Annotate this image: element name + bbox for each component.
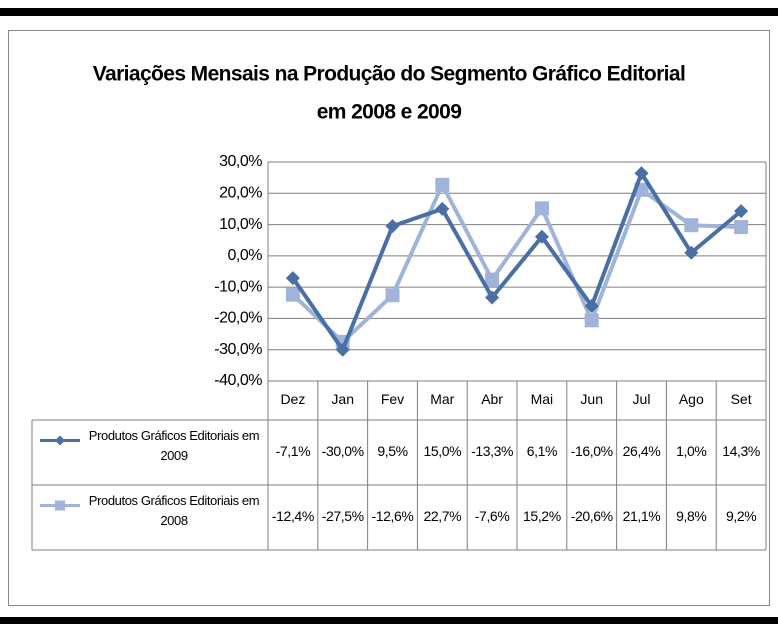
legend-marker bbox=[55, 500, 65, 511]
y-tick-label: 30,0% bbox=[219, 153, 262, 170]
table-value: 22,7% bbox=[423, 508, 461, 524]
x-tick-label: Jan bbox=[331, 391, 354, 407]
y-tick-label: -20,0% bbox=[214, 310, 262, 327]
table-value: 15,0% bbox=[423, 443, 461, 459]
table-value: 9,5% bbox=[377, 443, 407, 459]
series-line bbox=[291, 171, 743, 352]
table-value: 9,2% bbox=[726, 508, 756, 524]
marker bbox=[485, 272, 500, 287]
y-tick-label: 20,0% bbox=[219, 185, 262, 202]
table-value: 6,1% bbox=[527, 443, 557, 459]
table-value: -16,0% bbox=[571, 443, 613, 459]
bottom-bar bbox=[0, 617, 778, 624]
y-tick-label: -40,0% bbox=[214, 372, 262, 389]
table-value: -20,6% bbox=[571, 508, 613, 524]
legend-label: Produtos Gráficos Editoriais em 2008 bbox=[88, 493, 260, 528]
series-line bbox=[291, 182, 742, 344]
legend-label: Produtos Gráficos Editoriais em 2009 bbox=[88, 428, 260, 463]
x-tick-label: Jun bbox=[580, 391, 603, 407]
y-tick-label: 10,0% bbox=[219, 216, 262, 233]
marker bbox=[485, 290, 500, 305]
legend-text: Produtos Gráficos Editoriais em 2008 bbox=[88, 493, 260, 528]
marker bbox=[285, 287, 300, 302]
marker bbox=[684, 245, 699, 260]
marker bbox=[385, 288, 400, 303]
legend-text: Produtos Gráficos Editoriais em 2009 bbox=[88, 428, 260, 463]
table-value: 9,8% bbox=[676, 508, 706, 524]
marker bbox=[584, 313, 599, 328]
table-value: 14,3% bbox=[722, 443, 760, 459]
x-tick-label: Mar bbox=[430, 391, 454, 407]
marker bbox=[435, 201, 450, 216]
marker bbox=[734, 220, 749, 235]
legend-marker bbox=[55, 435, 65, 446]
marker bbox=[584, 298, 599, 313]
table-value: -13,3% bbox=[471, 443, 513, 459]
x-tick-label: Ago bbox=[679, 391, 704, 407]
x-tick-label: Jul bbox=[633, 391, 651, 407]
table-value: 26,4% bbox=[623, 443, 661, 459]
top-bar bbox=[0, 8, 778, 16]
table-value: -30,0% bbox=[322, 443, 364, 459]
table-value: -7,6% bbox=[475, 508, 510, 524]
table-value: 15,2% bbox=[523, 508, 561, 524]
x-tick-label: Mai bbox=[531, 391, 554, 407]
table-value: -27,5% bbox=[322, 508, 364, 524]
marker bbox=[385, 219, 400, 234]
marker bbox=[534, 229, 549, 244]
marker bbox=[684, 218, 699, 233]
x-tick-label: Dez bbox=[280, 391, 305, 407]
marker bbox=[285, 271, 300, 286]
y-tick-label: -30,0% bbox=[214, 341, 262, 358]
chart-title: em 2008 e 2009 bbox=[317, 101, 462, 124]
table-value: -12,6% bbox=[372, 508, 414, 524]
marker bbox=[335, 342, 350, 357]
table-value: -12,4% bbox=[272, 508, 314, 524]
x-tick-label: Set bbox=[731, 391, 752, 407]
table-value: 1,0% bbox=[676, 443, 706, 459]
x-tick-label: Abr bbox=[481, 391, 503, 407]
table-value: 21,1% bbox=[623, 508, 661, 524]
x-tick-label: Fev bbox=[381, 391, 404, 407]
chart-border bbox=[8, 30, 770, 606]
y-tick-label: -10,0% bbox=[214, 278, 262, 295]
y-tick-label: 0,0% bbox=[228, 247, 263, 264]
marker bbox=[534, 201, 549, 216]
table-value: -7,1% bbox=[276, 443, 311, 459]
chart-title: Variações Mensais na Produção do Segment… bbox=[93, 63, 685, 86]
marker bbox=[734, 204, 749, 219]
marker bbox=[634, 166, 649, 181]
marker bbox=[435, 177, 450, 192]
